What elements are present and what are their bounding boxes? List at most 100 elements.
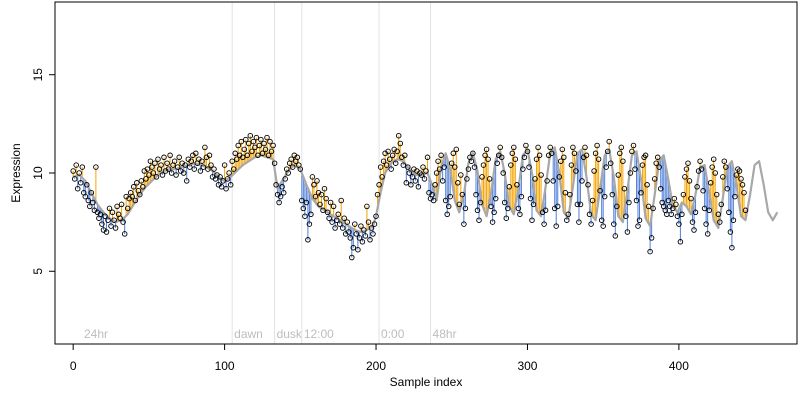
point-9 (84, 182, 90, 188)
point-204 (379, 174, 385, 180)
point-265 (471, 164, 478, 170)
point-41 (132, 197, 139, 204)
point-8 (82, 193, 89, 200)
point-29 (114, 203, 120, 210)
point-263 (468, 158, 475, 164)
point-31 (117, 215, 123, 221)
point-184 (349, 254, 355, 261)
point-52 (149, 164, 155, 170)
point-132 (270, 142, 276, 149)
point-329 (568, 162, 575, 168)
point-427 (717, 219, 723, 225)
point-383 (650, 205, 656, 212)
point-113 (241, 146, 248, 153)
point-357 (611, 221, 617, 227)
point-418 (703, 221, 709, 227)
point-408 (688, 195, 694, 202)
point-395 (668, 211, 675, 218)
point-197 (368, 225, 375, 231)
point-376 (639, 162, 646, 168)
point-123 (256, 142, 263, 149)
point-65 (168, 170, 175, 176)
point-122 (255, 152, 261, 159)
point-80 (191, 166, 198, 172)
point-196 (367, 237, 373, 243)
fit-curve (72, 146, 779, 234)
x-tick-label-1: 100 (215, 359, 235, 373)
point-58 (158, 162, 164, 168)
point-24 (106, 205, 113, 212)
x-tick-label-4: 400 (669, 359, 689, 373)
point-205 (380, 158, 387, 164)
point-173 (332, 225, 338, 231)
point-266 (473, 191, 479, 198)
point-338 (582, 144, 588, 151)
point-279 (492, 195, 499, 202)
point-13 (90, 199, 96, 206)
point-81 (193, 150, 199, 157)
point-302 (527, 195, 534, 202)
point-373 (635, 223, 641, 229)
point-0 (70, 168, 76, 174)
point-203 (377, 164, 384, 170)
point-252 (452, 164, 458, 170)
point-2 (73, 162, 79, 168)
point-117 (247, 132, 254, 139)
point-91 (208, 162, 214, 168)
point-422 (709, 164, 715, 170)
point-441 (738, 176, 744, 182)
point-378 (642, 152, 649, 159)
point-195 (365, 219, 372, 225)
point-360 (615, 172, 622, 178)
point-221 (405, 164, 411, 170)
point-78 (188, 158, 195, 164)
point-73 (180, 170, 187, 176)
point-182 (346, 229, 352, 235)
point-202 (376, 182, 382, 188)
point-85 (199, 158, 205, 164)
point-420 (706, 207, 712, 214)
point-164 (318, 191, 325, 198)
point-42 (134, 180, 140, 186)
point-157 (308, 211, 314, 218)
point-319 (553, 223, 559, 229)
point-341 (586, 211, 593, 218)
point-432 (724, 185, 731, 192)
point-398 (673, 201, 679, 208)
point-274 (485, 156, 491, 162)
point-325 (562, 189, 569, 196)
point-287 (505, 205, 511, 212)
point-352 (603, 164, 609, 170)
point-364 (621, 185, 628, 192)
point-415 (698, 166, 705, 172)
point-275 (486, 176, 493, 182)
point-424 (712, 170, 718, 176)
point-115 (244, 152, 251, 159)
point-309 (538, 172, 544, 178)
point-382 (648, 235, 655, 241)
point-45 (138, 178, 145, 184)
point-1 (71, 176, 78, 182)
point-145 (289, 164, 296, 170)
point-297 (520, 166, 526, 172)
point-188 (355, 246, 361, 253)
point-372 (633, 197, 640, 204)
point-299 (523, 142, 529, 149)
point-56 (155, 156, 161, 162)
corner-label: 24hr (84, 327, 108, 341)
point-87 (202, 144, 208, 151)
y-tick-label-1: 10 (31, 166, 45, 180)
point-153 (302, 213, 308, 219)
point-238 (430, 197, 437, 204)
point-304 (530, 201, 537, 208)
point-133 (271, 160, 278, 166)
point-412 (694, 184, 700, 190)
point-77 (187, 164, 193, 170)
point-179 (341, 215, 347, 221)
point-200 (373, 213, 379, 219)
y-axis: 5 10 15 (31, 68, 56, 275)
point-111 (238, 138, 245, 145)
point-343 (589, 197, 596, 204)
point-189 (356, 235, 363, 241)
point-137 (277, 193, 284, 200)
